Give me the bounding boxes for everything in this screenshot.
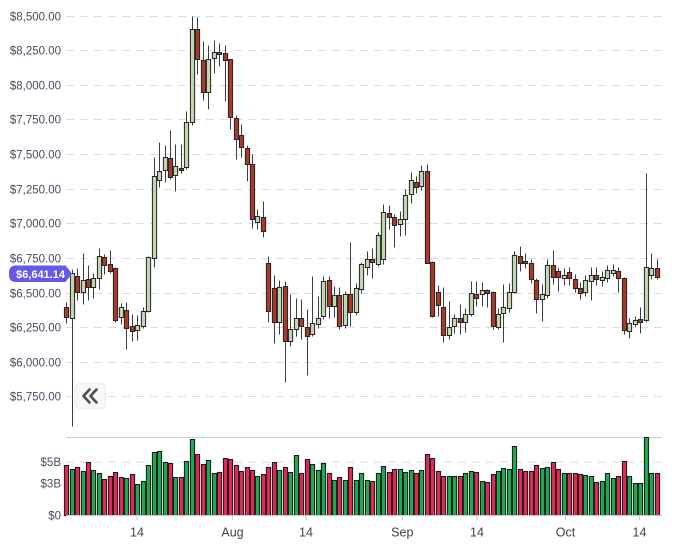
- svg-text:14: 14: [633, 526, 647, 540]
- svg-text:$7,250.00: $7,250.00: [10, 185, 61, 197]
- svg-text:$0: $0: [48, 511, 61, 523]
- svg-text:$7,500.00: $7,500.00: [10, 150, 61, 162]
- svg-text:14: 14: [299, 526, 313, 540]
- svg-text:Aug: Aug: [221, 526, 243, 540]
- svg-text:14: 14: [470, 526, 484, 540]
- svg-text:14: 14: [130, 526, 144, 540]
- svg-text:Oct: Oct: [556, 526, 576, 540]
- svg-text:$6,750.00: $6,750.00: [10, 254, 61, 266]
- svg-text:$7,750.00: $7,750.00: [10, 115, 61, 127]
- svg-text:$6,250.00: $6,250.00: [10, 323, 61, 335]
- svg-text:$6,000.00: $6,000.00: [10, 358, 61, 370]
- svg-text:$3B: $3B: [41, 478, 62, 490]
- svg-text:Sep: Sep: [391, 526, 413, 540]
- svg-text:$6,500.00: $6,500.00: [10, 289, 61, 301]
- svg-text:$8,250.00: $8,250.00: [10, 46, 61, 58]
- svg-text:$7,000.00: $7,000.00: [10, 219, 61, 231]
- svg-text:$5,750.00: $5,750.00: [10, 392, 61, 404]
- svg-text:$5B: $5B: [41, 457, 62, 469]
- svg-text:$6,641.14: $6,641.14: [16, 269, 66, 281]
- svg-text:$8,500.00: $8,500.00: [10, 12, 61, 24]
- svg-text:$8,000.00: $8,000.00: [10, 81, 61, 93]
